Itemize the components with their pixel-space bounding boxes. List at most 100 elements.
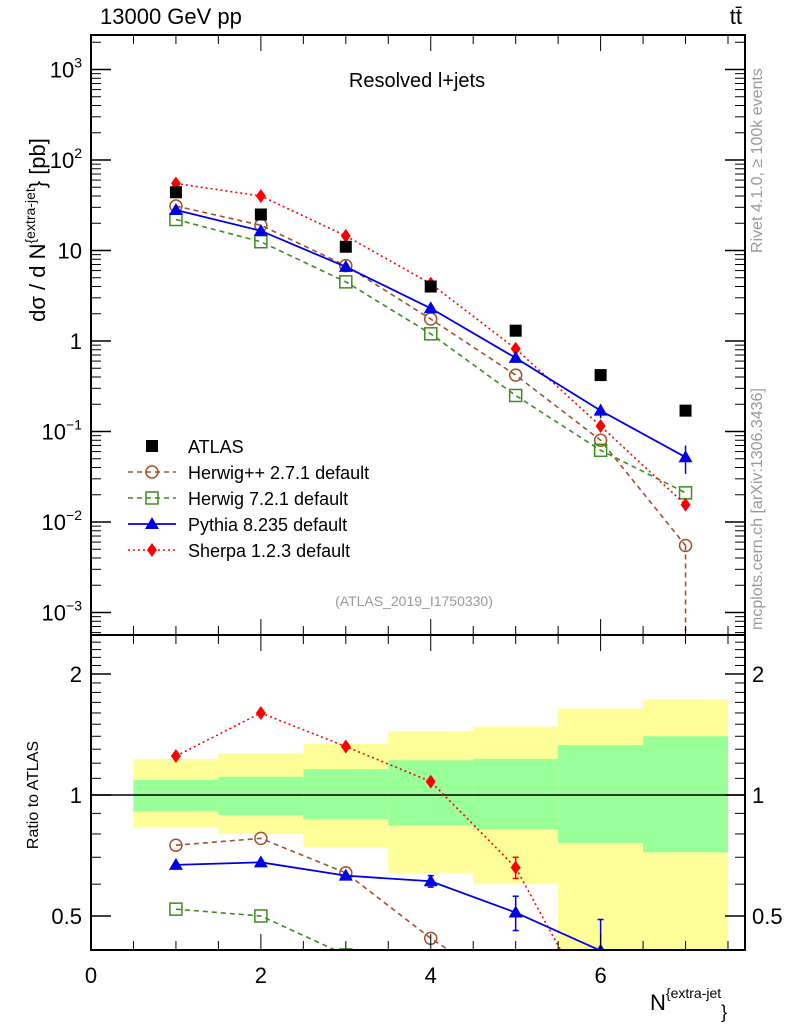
ratio-plot-panel: 2 2 1 1 0.5 0.5 0 2 4 6 Ratio to ATLAS N{extra-je… <box>25 634 783 1022</box>
ratio-data-point <box>425 774 436 789</box>
y-tick-label: 10−1 <box>42 417 83 445</box>
ratio-data-point <box>338 868 353 881</box>
inner-band-bin <box>303 769 389 820</box>
ratio-y-tick-label: 1 <box>70 783 82 808</box>
y-tick-label: 10−3 <box>42 598 83 626</box>
ratio-plot-ticks: 2 2 1 1 0.5 0.5 0 2 4 6 <box>51 635 783 988</box>
data-point <box>168 203 183 216</box>
data-point <box>339 275 353 289</box>
mcplots-label: mcplots.cern.ch [arXiv:1306.3436] <box>749 388 766 630</box>
svg-text:dσ / d N{extra-jet} [pb]: dσ / d N{extra-jet} [pb] <box>22 138 50 322</box>
y-tick-label: 102 <box>50 145 82 173</box>
data-point <box>679 404 692 417</box>
ratio-y-axis-title: Ratio to ATLAS <box>25 741 42 849</box>
data-point <box>339 240 352 253</box>
data-point <box>169 186 182 199</box>
rivet-label: Rivet 4.1.0, ≥ 100k events <box>749 68 766 253</box>
main-plot-marks <box>168 176 693 635</box>
data-point <box>678 450 693 463</box>
legend-item: Herwig 7.2.1 default <box>128 489 348 509</box>
data-point <box>593 443 608 458</box>
legend-label: Herwig++ 2.7.1 default <box>188 463 369 483</box>
series-line <box>175 182 687 506</box>
legend: ATLAS Herwig++ 2.7.1 default Herwig 7.2.1 … <box>128 437 369 561</box>
series-pythia-8-235-default <box>168 203 693 474</box>
ratio-y-tick-label-right: 2 <box>752 662 764 687</box>
ratio-plot-frame <box>90 634 746 951</box>
inner-band-bin <box>388 760 474 826</box>
x-tick-label: 2 <box>255 963 267 988</box>
ratio-y-tick-label: 0.5 <box>51 904 82 929</box>
x-tick-label: 0 <box>85 963 97 988</box>
ratio-data-point <box>169 902 183 916</box>
legend-marker <box>145 517 159 529</box>
data-point <box>509 324 522 337</box>
data-point <box>423 327 438 341</box>
y-tick-label: 10 <box>58 239 82 264</box>
process-label: tt̄ <box>730 4 742 29</box>
inner-band-bin <box>218 776 304 816</box>
data-point <box>424 280 437 293</box>
data-point <box>255 189 266 204</box>
y-tick-label: 103 <box>50 55 82 83</box>
ratio-y-tick-label-right: 1 <box>752 783 764 808</box>
series-atlas <box>169 186 692 417</box>
ratio-data-point <box>253 855 268 868</box>
series-line <box>175 218 686 494</box>
data-point <box>423 301 438 314</box>
legend-label: Pythia 8.235 default <box>188 515 347 535</box>
data-point <box>508 368 523 382</box>
ratio-data-point <box>169 838 183 852</box>
data-point <box>508 388 523 403</box>
ratio-data-point <box>170 749 181 764</box>
y-tick-label: 10−2 <box>42 507 83 535</box>
ratio-series-line <box>175 908 337 950</box>
plot-title: Resolved l+jets <box>349 70 485 92</box>
legend-item: Herwig++ 2.7.1 default <box>128 463 369 483</box>
legend-item: Pythia 8.235 default <box>128 515 347 535</box>
y-tick-label: 1 <box>70 329 82 354</box>
data-point <box>678 538 693 553</box>
ratio-series-pythia-8-235-default <box>168 855 605 950</box>
legend-item: Sherpa 1.2.3 default <box>128 541 350 561</box>
data-point <box>254 208 267 221</box>
data-point <box>254 234 268 249</box>
ratio-series-line <box>175 837 451 950</box>
ratio-data-point <box>168 857 183 870</box>
data-point <box>508 350 523 363</box>
data-point <box>253 223 268 236</box>
x-tick-label: 4 <box>425 963 437 988</box>
ratio-series-sherpa-1-2-3-default <box>170 705 562 950</box>
data-point <box>594 369 607 382</box>
data-point <box>680 497 691 512</box>
y-axis-title: dσ / d N{extra-jet} [pb] <box>22 138 50 322</box>
energy-label: 13000 GeV pp <box>100 4 242 29</box>
legend-marker <box>147 543 157 557</box>
legend-label: Herwig 7.2.1 default <box>188 489 348 509</box>
data-point <box>593 433 608 448</box>
legend-label: ATLAS <box>188 437 244 457</box>
x-axis-title: N{extra-jet} <box>650 985 727 1022</box>
legend-marker <box>145 491 159 505</box>
ratio-data-point <box>508 905 523 918</box>
legend-label: Sherpa 1.2.3 default <box>188 541 350 561</box>
series-herwig-7-2-1-default <box>169 212 693 500</box>
series-sherpa-1-2-3-default <box>170 176 691 512</box>
svg-text:N{extra-jet}: N{extra-jet} <box>650 985 727 1022</box>
data-point <box>593 403 608 416</box>
legend-item: ATLAS <box>146 437 244 457</box>
legend-marker <box>146 440 158 452</box>
x-tick-label: 6 <box>594 963 606 988</box>
ratio-y-tick-label-right: 0.5 <box>752 904 783 929</box>
inner-band-bin <box>558 745 644 843</box>
ratio-y-tick-label: 2 <box>70 662 82 687</box>
legend-marker <box>145 465 159 479</box>
data-point <box>340 228 351 243</box>
data-point <box>595 419 606 434</box>
ratio-data-point <box>254 909 268 923</box>
ratio-data-point <box>423 874 438 887</box>
ratio-data-point <box>254 831 268 846</box>
data-point <box>678 486 693 500</box>
